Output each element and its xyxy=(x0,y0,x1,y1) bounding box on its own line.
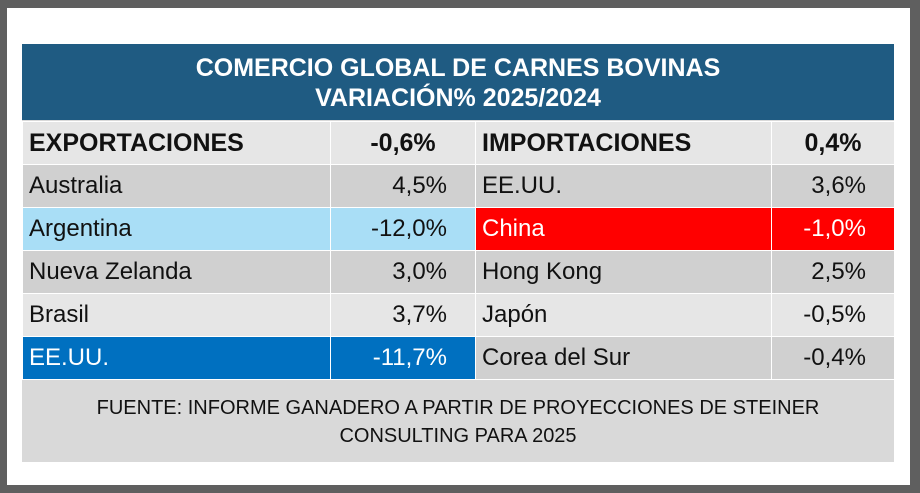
export-value-argentina: -12,0% xyxy=(330,207,476,251)
import-country: Corea del Sur xyxy=(475,336,772,380)
exports-header: EXPORTACIONES xyxy=(22,121,331,165)
import-country: Hong Kong xyxy=(475,250,772,294)
beef-trade-card: COMERCIO GLOBAL DE CARNES BOVINAS VARIAC… xyxy=(22,44,895,462)
table-row: Nueva Zelanda 3,0% Hong Kong 2,5% xyxy=(22,250,895,294)
export-country: Nueva Zelanda xyxy=(22,250,331,294)
imports-header: IMPORTACIONES xyxy=(475,121,772,165)
title-line-2: VARIACIÓN% 2025/2024 xyxy=(315,84,601,112)
table-row: Australia 4,5% EE.UU. 3,6% xyxy=(22,164,895,208)
source-note: FUENTE: INFORME GANADERO A PARTIR DE PRO… xyxy=(22,374,894,462)
title-line-1: COMERCIO GLOBAL DE CARNES BOVINAS xyxy=(195,54,721,82)
import-value: 3,6% xyxy=(771,164,895,208)
table-header-row: EXPORTACIONES -0,6% IMPORTACIONES 0,4% xyxy=(22,121,895,165)
export-value: 4,5% xyxy=(330,164,476,208)
table-row: EE.UU. -11,7% Corea del Sur -0,4% xyxy=(22,336,895,380)
imports-total-value: 0,4% xyxy=(771,121,895,165)
table-title: COMERCIO GLOBAL DE CARNES BOVINAS VARIAC… xyxy=(22,44,894,120)
export-country: Brasil xyxy=(22,293,331,337)
import-value: -0,4% xyxy=(771,336,895,380)
export-value: 3,0% xyxy=(330,250,476,294)
image-frame: COMERCIO GLOBAL DE CARNES BOVINAS VARIAC… xyxy=(7,8,910,485)
import-country: Japón xyxy=(475,293,772,337)
import-value: 2,5% xyxy=(771,250,895,294)
import-country-china: China xyxy=(475,207,772,251)
export-country-usa: EE.UU. xyxy=(22,336,331,380)
import-value: -0,5% xyxy=(771,293,895,337)
trade-variation-table: EXPORTACIONES -0,6% IMPORTACIONES 0,4% A… xyxy=(22,121,895,380)
source-line-1: FUENTE: INFORME GANADERO A PARTIR DE PRO… xyxy=(96,397,820,419)
exports-total-value: -0,6% xyxy=(330,121,476,165)
table-row: Brasil 3,7% Japón -0,5% xyxy=(22,293,895,337)
export-value: 3,7% xyxy=(330,293,476,337)
export-country-argentina: Argentina xyxy=(22,207,331,251)
export-country: Australia xyxy=(22,164,331,208)
import-country: EE.UU. xyxy=(475,164,772,208)
table-row: Argentina -12,0% China -1,0% xyxy=(22,207,895,251)
source-line-2: CONSULTING PARA 2025 xyxy=(339,425,577,447)
import-value-china: -1,0% xyxy=(771,207,895,251)
